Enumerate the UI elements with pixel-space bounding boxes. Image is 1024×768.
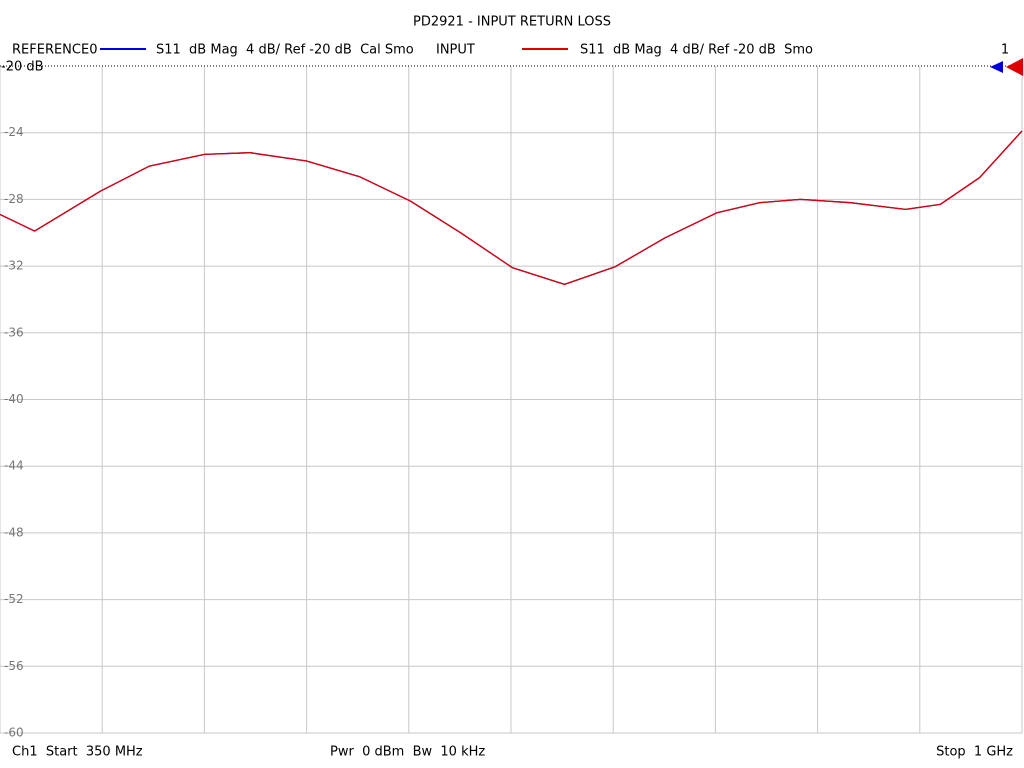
y-tick-label: -56 [4,659,24,673]
legend-description: S11 dB Mag 4 dB/ Ref -20 dB Cal Smo [156,43,414,58]
legend-name: INPUT [436,43,475,58]
y-tick-label: -24 [4,125,24,139]
y-tick-label: -28 [4,192,24,206]
y-tick-label: -48 [4,525,24,539]
chart-title: PD2921 - INPUT RETURN LOSS [413,15,611,30]
footer-power: Pwr 0 dBm Bw 10 kHz [330,745,485,760]
y-tick-label: -52 [4,592,24,606]
footer-stop: Stop 1 GHz [936,745,1013,760]
y-tick-label: -36 [4,325,24,339]
legend-name: REFERENCE0 [12,43,97,58]
reference-arrow [990,61,1003,73]
reference-arrow [1006,58,1023,76]
y-tick-label: -40 [4,392,24,406]
y-tick-label: -32 [4,259,24,273]
y-tick-label: -60 [4,726,24,740]
trace [0,130,1023,286]
legend-description: S11 dB Mag 4 dB/ Ref -20 dB Smo [580,43,813,58]
footer-start: Ch1 Start 350 MHz [12,745,143,760]
y-tick-label: -44 [4,459,24,473]
reference-label: -20 dB [1,60,44,75]
marker-label: 1 [1001,43,1009,58]
